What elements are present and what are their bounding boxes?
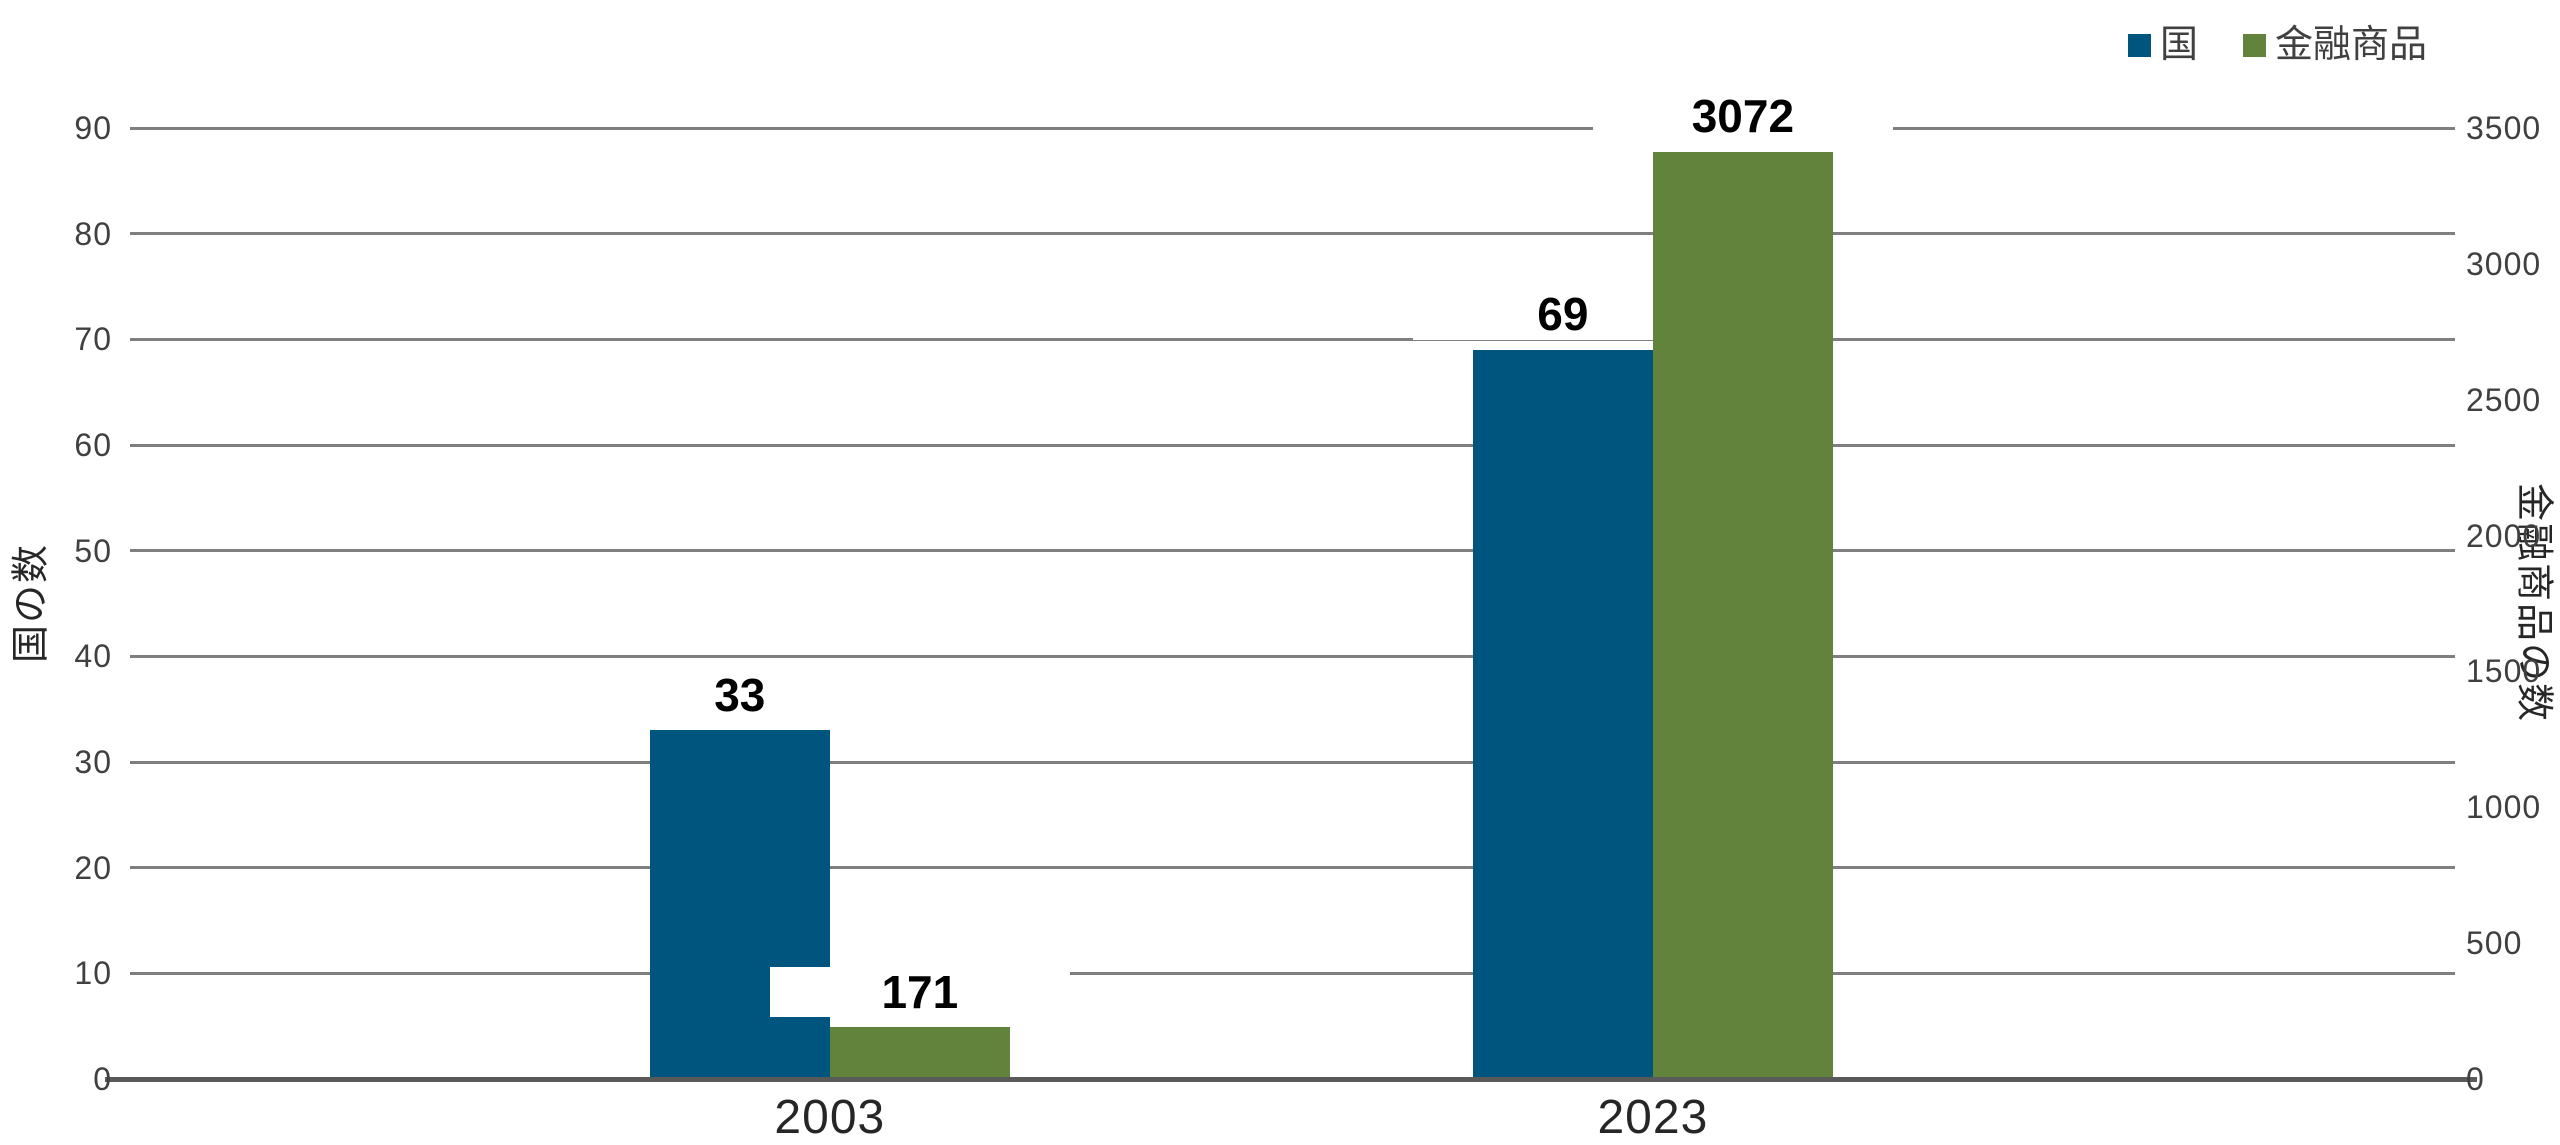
right-axis-tick-label: 3000 xyxy=(2466,245,2542,282)
bar-金融商品-2003 xyxy=(829,1027,1010,1079)
legend-label: 金融商品 xyxy=(2275,24,2428,66)
right-axis-tick-label: 3500 xyxy=(2466,110,2542,146)
left-axis-tick-label: 30 xyxy=(74,744,112,780)
left-axis-tick-label: 90 xyxy=(74,110,112,146)
legend-item-金融商品: 金融商品 xyxy=(2243,26,2427,64)
bar-value-label: 171 xyxy=(769,967,1070,1018)
bar-国-2023 xyxy=(1472,349,1653,1079)
right-axis-tick-label: 0 xyxy=(2466,1061,2485,1097)
gridline xyxy=(130,337,2455,341)
right-axis-tick-label: 1000 xyxy=(2466,789,2542,826)
bar-国-2003 xyxy=(649,730,830,1079)
legend-item-国: 国 xyxy=(2128,26,2198,64)
left-axis-tick-label: 80 xyxy=(74,215,112,252)
plot-area: 33 171 69 3072 xyxy=(130,91,2455,1079)
x-axis-category-label: 2003 xyxy=(774,1091,886,1144)
bar-金融商品-2023 xyxy=(1652,151,1833,1079)
x-axis-line xyxy=(105,1077,2477,1082)
gridline xyxy=(130,232,2455,236)
bar-value-label: 33 xyxy=(589,670,890,721)
legend-swatch-icon xyxy=(2128,33,2151,57)
x-axis-category-label: 2023 xyxy=(1597,1091,1709,1144)
gridline xyxy=(130,443,2455,447)
left-axis-tick-label: 20 xyxy=(74,849,112,886)
legend-label: 国 xyxy=(2160,24,2199,66)
legend: 国 金融商品 xyxy=(2128,26,2427,64)
gridline xyxy=(130,760,2455,764)
bar-value-label: 3072 xyxy=(1592,91,1893,142)
gridline xyxy=(130,654,2455,658)
right-axis-tick-label: 2500 xyxy=(2466,381,2542,418)
legend-swatch-icon xyxy=(2243,33,2267,57)
gridline xyxy=(130,971,2455,975)
left-axis-tick-label: 60 xyxy=(74,427,112,463)
left-axis-tick-label: 10 xyxy=(74,955,112,992)
gridline xyxy=(130,866,2455,870)
left-axis-tick-label: 50 xyxy=(74,532,112,569)
right-axis-tick-label: 1500 xyxy=(2466,653,2542,690)
gridline xyxy=(130,549,2455,553)
left-axis-tick-label: 40 xyxy=(74,638,112,675)
right-axis-tick-label: 500 xyxy=(2466,925,2523,962)
right-axis-tick-label: 2000 xyxy=(2466,517,2542,554)
left-axis-tick-label: 70 xyxy=(74,321,112,358)
gridline xyxy=(130,126,2455,130)
left-axis-tick-label: 0 xyxy=(93,1061,112,1097)
